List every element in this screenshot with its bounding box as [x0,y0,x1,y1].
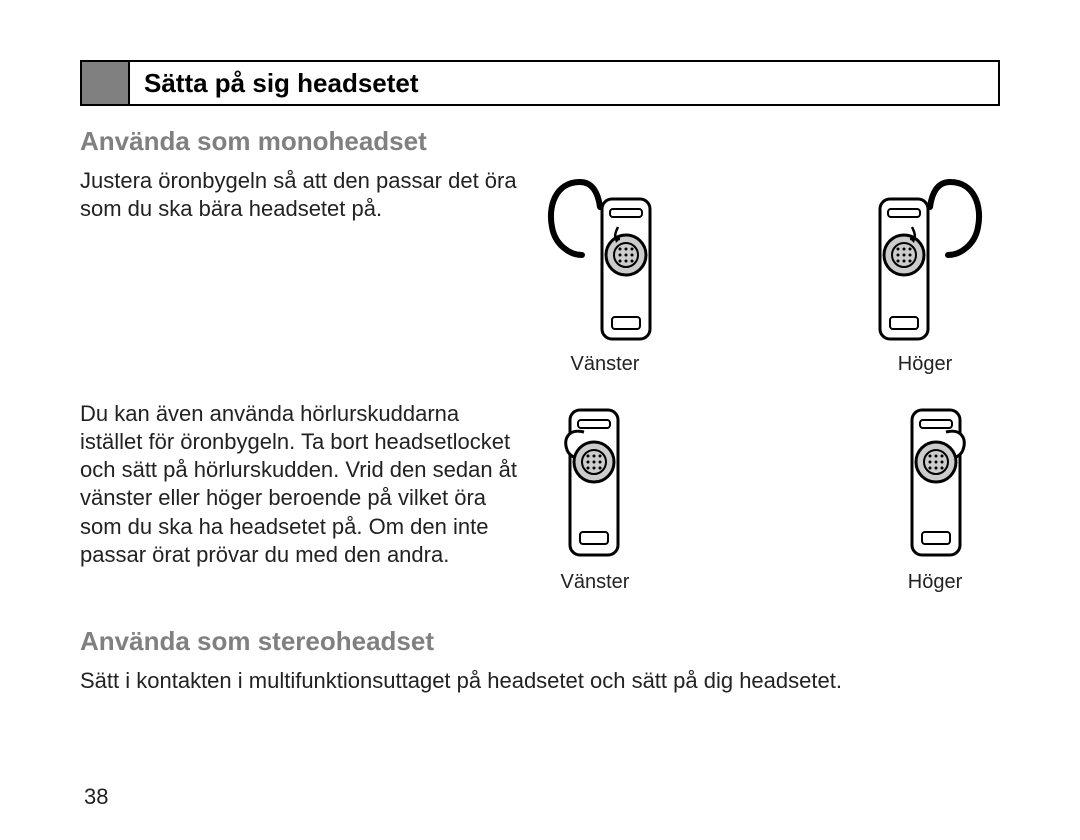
caption-right-1: Höger [898,353,952,376]
figure-hook-group: Vänster Höger [540,167,1000,376]
figure-cushion-group: Vänster Höger [540,400,1000,594]
figure-hook-left: Vänster [540,167,670,376]
section-header: Sätta på sig headsetet [80,60,1000,106]
para-cushion: Du kan även använda hörlurskuddarna istä… [80,400,520,569]
caption-left-2: Vänster [561,571,630,594]
headset-cushion-right-icon [880,400,990,565]
figure-cushion-right: Höger [880,400,990,594]
figure-hook-right: Höger [860,167,990,376]
para-stereo: Sätt i kontakten i multifunktionsuttaget… [80,667,1000,695]
headset-hook-right-icon [860,167,990,347]
figure-cushion-left: Vänster [540,400,650,594]
header-title: Sätta på sig headsetet [130,62,998,104]
para-hook: Justera öronbygeln så att den passar det… [80,167,520,223]
subheading-stereo: Använda som stereoheadset [80,626,1000,657]
headset-cushion-left-icon [540,400,650,565]
subheading-mono: Använda som monoheadset [80,126,1000,157]
caption-right-2: Höger [908,571,962,594]
header-accent-box [82,62,130,104]
headset-hook-left-icon [540,167,670,347]
caption-left-1: Vänster [571,353,640,376]
row-cushion: Du kan även använda hörlurskuddarna istä… [80,400,1000,594]
row-hook: Justera öronbygeln så att den passar det… [80,167,1000,376]
page-number: 38 [84,784,108,810]
